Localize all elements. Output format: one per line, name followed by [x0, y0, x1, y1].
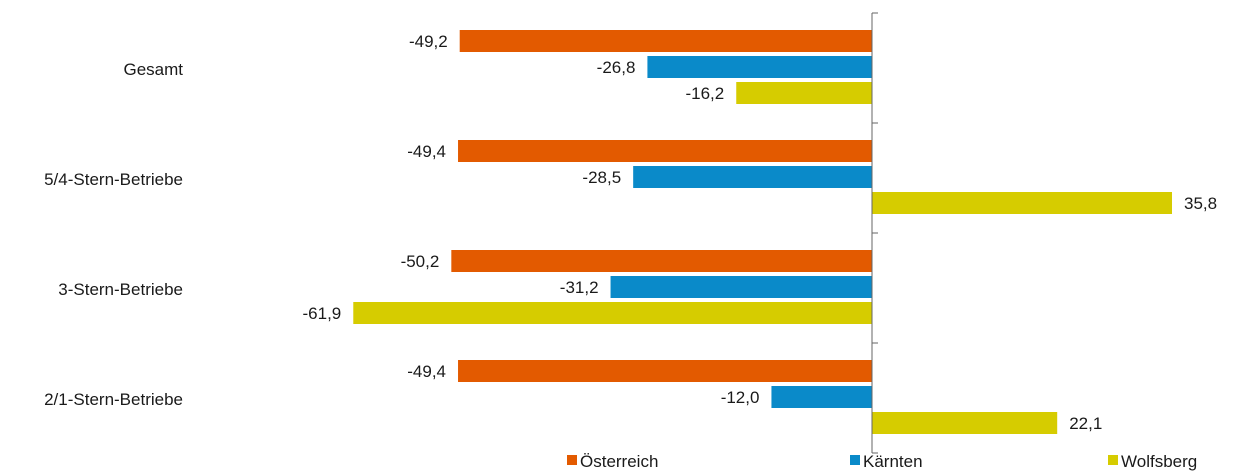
- data-label: -61,9: [303, 304, 342, 323]
- bar-kärnten: [771, 386, 872, 408]
- data-label: -49,4: [407, 362, 446, 381]
- category-label: Gesamt: [123, 60, 183, 79]
- bar-wolfsberg: [872, 192, 1173, 214]
- bar-kärnten: [647, 56, 872, 78]
- data-label: -12,0: [721, 388, 760, 407]
- bar-wolfsberg: [872, 412, 1058, 434]
- bar-kärnten: [610, 276, 872, 298]
- data-label: 35,8: [1184, 194, 1217, 213]
- legend-label: Österreich: [580, 452, 658, 471]
- data-label: -28,5: [582, 168, 621, 187]
- data-label: 22,1: [1069, 414, 1102, 433]
- legend-label: Wolfsberg: [1121, 452, 1197, 471]
- legend-swatch: [1108, 455, 1118, 465]
- bar-österreich: [451, 250, 872, 272]
- legend-swatch: [567, 455, 577, 465]
- category-label: 5/4-Stern-Betriebe: [44, 170, 183, 189]
- category-label: 2/1-Stern-Betriebe: [44, 390, 183, 409]
- bar-österreich: [458, 360, 872, 382]
- data-label: -49,4: [407, 142, 446, 161]
- legend-label: Kärnten: [863, 452, 923, 471]
- bar-wolfsberg: [736, 82, 872, 104]
- category-label: 3-Stern-Betriebe: [58, 280, 183, 299]
- data-label: -50,2: [401, 252, 440, 271]
- legend-swatch: [850, 455, 860, 465]
- data-label: -26,8: [597, 58, 636, 77]
- bar-österreich: [459, 30, 872, 52]
- bar-wolfsberg: [353, 302, 872, 324]
- data-label: -16,2: [685, 84, 724, 103]
- bar-österreich: [458, 140, 872, 162]
- data-label: -31,2: [560, 278, 599, 297]
- bar-kärnten: [633, 166, 872, 188]
- data-label: -49,2: [409, 32, 448, 51]
